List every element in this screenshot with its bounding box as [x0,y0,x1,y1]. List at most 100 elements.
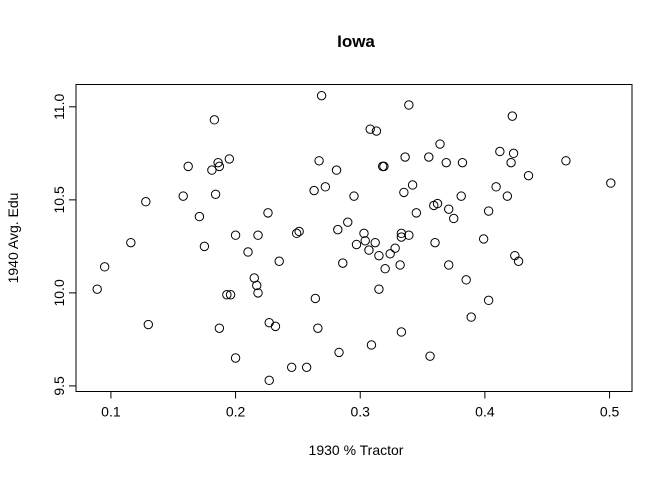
data-point [213,157,223,168]
data-point [301,362,312,373]
data-point [606,178,616,188]
data-point [210,189,221,199]
data-point [374,284,384,294]
data-point [495,146,505,157]
data-point [360,236,370,246]
data-point [338,258,348,268]
data-point [143,319,154,330]
data-point [224,154,235,164]
data-point [209,115,220,125]
data-point [371,126,382,136]
data-point [506,157,516,168]
data-point [214,323,225,333]
data-point [449,213,459,224]
data-point [253,230,263,240]
data-point [411,208,422,218]
data-point [366,340,377,350]
x-tick-label: 0.1 [101,404,121,420]
y-tick-label: 11.0 [51,94,67,120]
data-point [286,362,297,373]
data-point [379,161,389,172]
data-point [407,180,418,190]
y-tick-label: 10.5 [51,186,67,213]
data-point [396,228,407,239]
data-point [310,293,321,304]
data-point [178,191,188,201]
data-point [141,197,151,207]
data-point [274,256,284,266]
x-tick-label: 0.5 [600,404,620,420]
data-point [404,100,414,110]
y-axis: 9.5 10.0 10.5 11.0 [51,94,77,396]
data-point [183,161,193,172]
data-point [316,90,327,101]
data-point [523,170,534,181]
data-point [359,228,369,239]
y-tick-label: 9.5 [51,376,67,396]
y-axis-label: 1940 Avg. Edu [5,193,21,284]
data-point [370,237,380,248]
data-point [432,198,443,209]
data-point [390,243,400,253]
x-axis: 0.1 0.2 0.3 0.4 0.5 [101,391,620,420]
data-point [561,156,571,166]
x-tick-label: 0.3 [350,404,370,420]
data-point [230,230,241,240]
data-point [457,157,468,168]
data-point [365,124,375,134]
data-point [230,353,241,363]
data-point [396,327,407,337]
data-point [491,182,501,192]
data-point [349,191,359,201]
data-point [252,280,262,291]
data-point [430,237,440,248]
data-point [222,290,232,300]
x-axis-label: 1930 % Tractor [309,442,404,458]
data-point [395,260,405,270]
data-point [199,241,210,252]
data-point [320,182,331,192]
data-point [253,288,263,298]
data-point [478,234,489,244]
data-point [309,185,319,196]
data-point [343,217,353,227]
data-point [92,284,102,294]
data-point [243,247,253,257]
data-point [400,152,410,162]
data-point [444,204,454,214]
data-point [380,264,390,274]
data-point [313,323,323,333]
data-point [435,139,445,149]
data-point [263,208,273,218]
data-point [294,226,304,237]
data-point [225,290,236,300]
data-point [466,312,476,322]
chart-title: Iowa [337,32,375,51]
data-point [508,148,519,159]
data-point [502,191,513,201]
data-point [331,165,342,175]
data-point [207,165,217,175]
data-point [270,321,281,332]
data-point [333,224,343,235]
y-tick-label: 10.0 [51,279,67,306]
data-point [483,206,494,216]
data-point [424,152,434,162]
data-point [461,275,471,285]
data-point [291,228,302,239]
data-point [99,262,110,272]
data-point [507,111,518,121]
data-point [483,295,494,306]
data-point [374,250,384,261]
data-point [364,245,374,255]
data-point [396,232,407,242]
data-point [513,256,524,266]
data-points [92,90,616,386]
data-point [264,375,274,386]
data-point [126,237,136,248]
data-point [385,249,395,259]
data-point [351,239,362,250]
data-point [404,230,414,240]
data-point [399,187,409,198]
